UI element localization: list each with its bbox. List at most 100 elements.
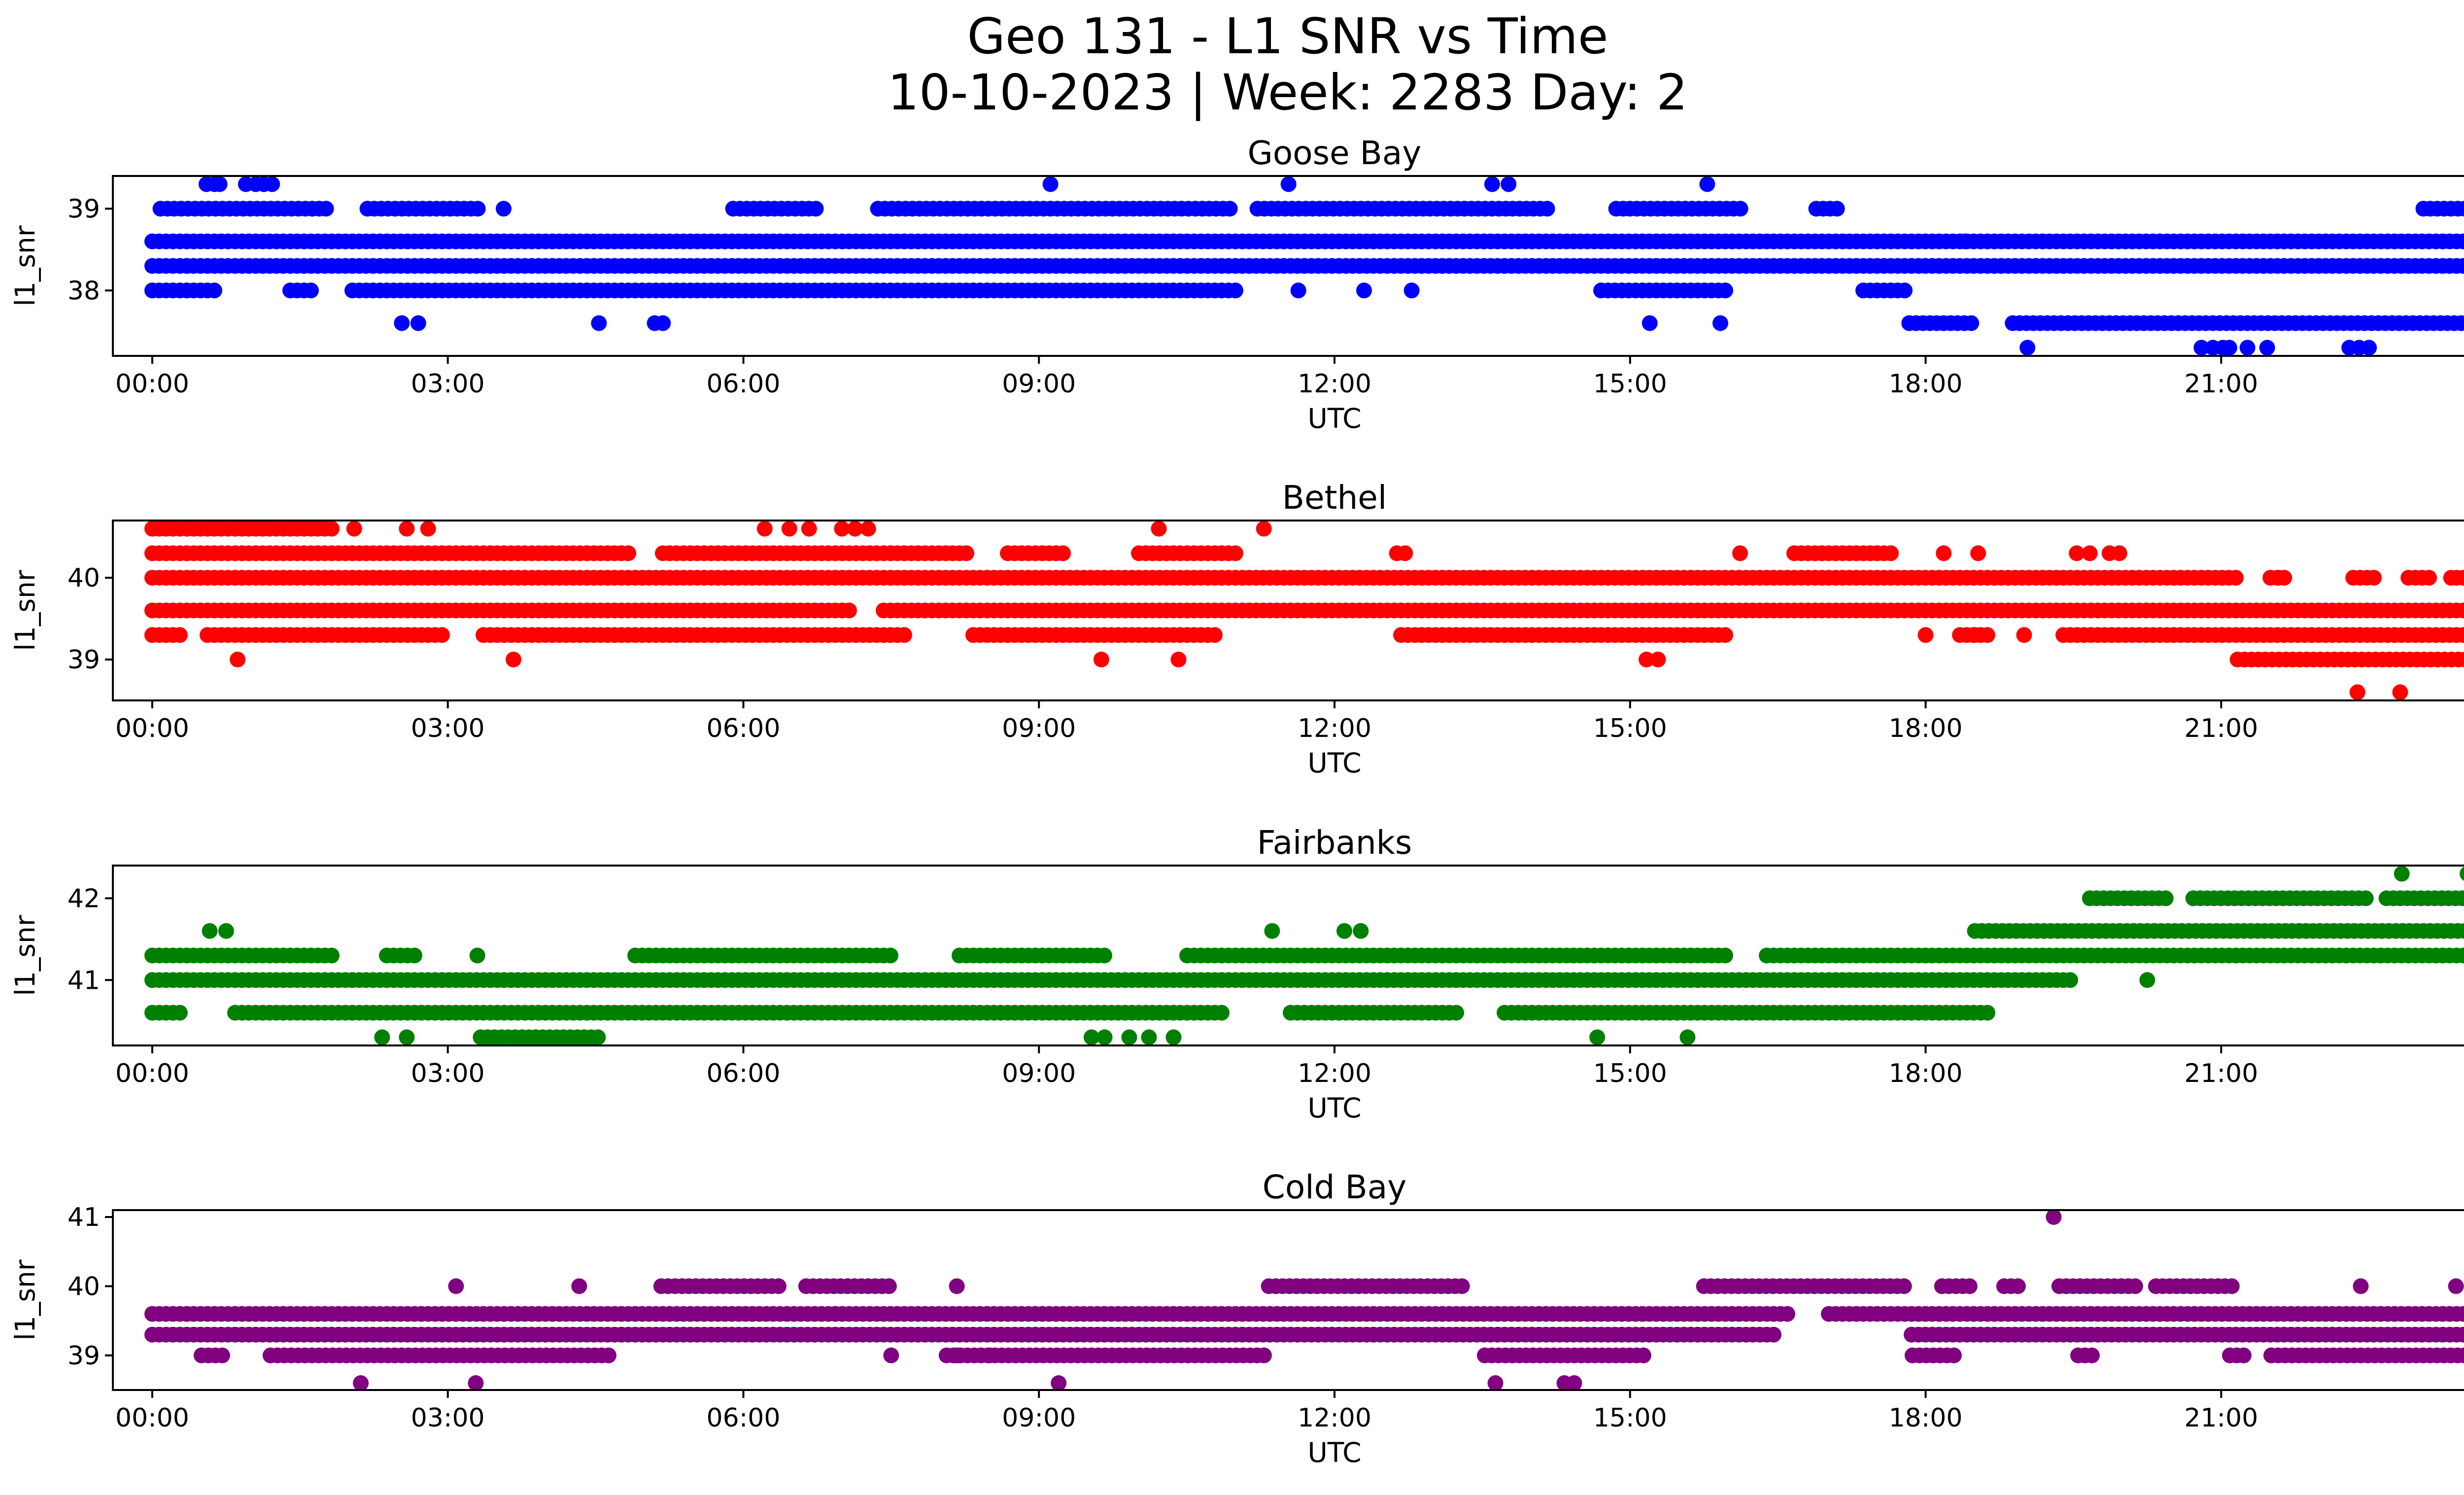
data-point bbox=[756, 521, 773, 537]
data-point bbox=[2454, 890, 2464, 906]
data-point bbox=[1207, 627, 1223, 643]
subplot-title: Bethel bbox=[1282, 479, 1387, 517]
x-tick-label: 21:00 bbox=[2184, 369, 2258, 399]
x-tick-label: 18:00 bbox=[1889, 1403, 1963, 1433]
data-point bbox=[1121, 1029, 1137, 1045]
data-point bbox=[2010, 1278, 2026, 1294]
data-point bbox=[2463, 573, 2464, 583]
data-point bbox=[2366, 570, 2382, 586]
data-point bbox=[655, 315, 671, 331]
data-point bbox=[801, 521, 817, 537]
data-point bbox=[1635, 1347, 1651, 1363]
data-point bbox=[2062, 972, 2078, 988]
x-tick-label: 03:00 bbox=[411, 714, 485, 743]
subplot-panels: Goose Bay 00:00 03:00 06:00 09:00 12:00 15:00 1… bbox=[9, 134, 2464, 1468]
scatter-series bbox=[144, 521, 2464, 700]
data-point bbox=[2456, 1347, 2464, 1363]
data-point bbox=[2460, 867, 2464, 881]
data-point bbox=[958, 545, 974, 561]
y-axis-label: l1_snr bbox=[9, 570, 41, 651]
data-point bbox=[2463, 1330, 2464, 1340]
data-point bbox=[469, 947, 485, 964]
data-point bbox=[1141, 1029, 1157, 1045]
data-point bbox=[1639, 652, 1655, 667]
data-point bbox=[172, 627, 188, 643]
data-point bbox=[834, 521, 850, 537]
data-point bbox=[2463, 630, 2464, 640]
data-point bbox=[2046, 1210, 2062, 1225]
data-point bbox=[847, 521, 863, 537]
x-axis-label: UTC bbox=[1307, 747, 1361, 779]
data-point bbox=[1501, 176, 1517, 192]
data-point bbox=[2224, 1278, 2240, 1294]
data-point bbox=[1397, 545, 1413, 561]
data-point bbox=[1829, 201, 1845, 217]
data-point bbox=[2221, 340, 2237, 356]
data-point bbox=[1539, 201, 1555, 217]
y-tick-label: 41 bbox=[68, 966, 100, 995]
data-point bbox=[2457, 923, 2464, 939]
data-point bbox=[2463, 606, 2464, 615]
data-point bbox=[2463, 1309, 2464, 1319]
data-point bbox=[591, 315, 607, 331]
data-point bbox=[2228, 570, 2244, 586]
data-point bbox=[2448, 1278, 2464, 1294]
data-point bbox=[1717, 282, 1733, 299]
data-point bbox=[496, 201, 512, 217]
data-point bbox=[571, 1278, 587, 1294]
data-point bbox=[1170, 652, 1187, 667]
x-tick-label: 09:00 bbox=[1002, 369, 1076, 399]
data-point bbox=[1917, 627, 1934, 643]
x-tick-label: 18:00 bbox=[1889, 369, 1963, 399]
data-point bbox=[2457, 201, 2464, 217]
data-point bbox=[1589, 1029, 1606, 1045]
data-point bbox=[2069, 545, 2085, 561]
x-tick-label: 09:00 bbox=[1002, 714, 1076, 743]
data-point bbox=[1957, 233, 1973, 249]
data-point bbox=[2193, 340, 2210, 356]
data-point bbox=[1290, 282, 1306, 299]
data-point bbox=[2111, 545, 2127, 561]
data-point bbox=[318, 201, 334, 217]
data-point bbox=[1642, 315, 1658, 331]
x-tick-label: 15:00 bbox=[1593, 1403, 1667, 1433]
data-point bbox=[410, 315, 426, 331]
data-point bbox=[172, 1005, 188, 1021]
data-point bbox=[1448, 1005, 1464, 1021]
data-point bbox=[1883, 545, 1899, 561]
data-point bbox=[394, 315, 410, 331]
data-point bbox=[303, 282, 319, 299]
subplot-0: Goose Bay 00:00 03:00 06:00 09:00 12:00 15:00 1… bbox=[9, 134, 2464, 434]
data-point bbox=[982, 1347, 998, 1363]
data-point bbox=[1336, 923, 1352, 939]
figure-subtitle: 10-10-2023 | Week: 2283 Day: 2 bbox=[888, 64, 1687, 121]
data-point bbox=[1946, 1347, 1962, 1363]
x-tick-label: 09:00 bbox=[1002, 1403, 1076, 1433]
data-point bbox=[1093, 652, 1109, 667]
data-point bbox=[407, 947, 422, 964]
data-point bbox=[770, 1278, 787, 1294]
data-point bbox=[214, 1347, 230, 1363]
data-point bbox=[2157, 890, 2174, 906]
data-point bbox=[1403, 282, 1420, 299]
data-point bbox=[2456, 627, 2464, 643]
data-point bbox=[590, 1029, 606, 1045]
x-tick-label: 03:00 bbox=[411, 1059, 485, 1088]
y-tick-label: 41 bbox=[68, 1203, 100, 1232]
data-point bbox=[1732, 545, 1748, 561]
data-point bbox=[1165, 1029, 1182, 1045]
data-point bbox=[1256, 1347, 1272, 1363]
data-point bbox=[2463, 261, 2464, 271]
x-tick-label: 00:00 bbox=[115, 1403, 189, 1433]
data-point bbox=[949, 1278, 965, 1294]
data-point bbox=[1896, 1278, 1912, 1294]
data-point bbox=[2349, 684, 2365, 700]
figure-title: Geo 131 - L1 SNR vs Time bbox=[967, 7, 1608, 65]
x-tick-label: 00:00 bbox=[115, 369, 189, 399]
data-point bbox=[1083, 1029, 1099, 1045]
data-point bbox=[353, 1375, 369, 1390]
data-point bbox=[1963, 315, 1980, 331]
x-tick-label: 12:00 bbox=[1298, 1059, 1371, 1088]
data-point bbox=[1256, 521, 1272, 537]
x-axis-label: UTC bbox=[1307, 403, 1361, 434]
